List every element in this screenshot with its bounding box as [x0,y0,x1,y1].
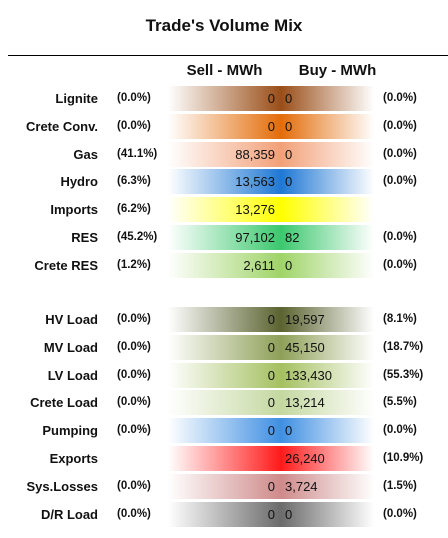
buy-value-cell: 133,430 [281,362,374,388]
sell-value-cell: 0 [168,362,281,388]
buy-percent: (10.9%) [383,452,424,464]
sell-percent: (0.0%) [117,340,151,353]
sell-percent: (41.1%) [117,147,158,160]
buy-percent: (0.0%) [383,507,417,520]
sell-value-cell: 2,611 [168,252,281,278]
buy-value-cell: 0 [281,141,374,167]
sell-percent: (0.0%) [117,507,151,520]
table-row: D/R Load (0.0%) 0 0 (0.0%) [0,501,448,528]
buy-percent: (0.0%) [383,424,417,437]
sell-value-cell: 97,102 [168,225,281,250]
table-row: Lignite (0.0%) 0 0 (0.0%) [0,85,448,112]
sell-value-cell: 0 [168,113,281,139]
row-label: HV Load [45,312,98,327]
sell-percent: (6.2%) [117,203,151,216]
buy-value-cell: 0 [281,113,374,139]
sell-value-cell: 13,563 [168,169,281,195]
row-label: Crete RES [34,257,98,273]
sell-value-cell: 0 [168,418,281,444]
title-divider [8,55,448,56]
row-label: Crete Load [30,395,98,411]
buy-value-cell: 0 [281,252,374,278]
buy-value-cell: 3,724 [281,473,374,499]
buy-value-cell: 19,597 [281,307,374,332]
table-row: MV Load (0.0%) 0 45,150 (18.7%) [0,334,448,361]
buy-column-header: Buy - MWh [298,62,377,79]
row-label: LV Load [47,367,98,383]
sell-value-cell: 0 [168,473,281,499]
buy-value-cell [281,197,374,223]
buy-percent: (0.0%) [383,231,417,243]
row-label: Sys.Losses [26,478,98,494]
sell-percent: (6.3%) [117,175,151,188]
sell-value-cell: 0 [168,307,281,332]
row-label: Hydro [60,174,98,190]
sell-value-cell: 0 [168,334,281,360]
sell-percent: (0.0%) [117,313,151,325]
sell-value-cell: 13,276 [168,197,281,223]
row-label: Exports [49,451,98,466]
sell-value-cell: 0 [168,86,281,111]
row-label: Gas [73,146,98,162]
table-row: Gas (41.1%) 88,359 0 (0.0%) [0,141,448,168]
sell-percent: (0.0%) [117,424,151,437]
buy-value-cell: 0 [281,501,374,527]
sell-value-cell: 88,359 [168,141,281,167]
buy-value-cell: 0 [281,418,374,444]
sell-percent: (0.0%) [117,119,151,132]
table-row: Crete RES (1.2%) 2,611 0 (0.0%) [0,252,448,279]
buy-percent: (1.5%) [383,479,417,492]
sell-percent: (1.2%) [117,258,151,271]
table-row: Exports 26,240 (10.9%) [0,445,448,472]
table-row: LV Load (0.0%) 0 133,430 (55.3%) [0,362,448,389]
row-label: Pumping [42,423,98,439]
row-label: D/R Load [40,506,98,522]
buy-value-cell: 45,150 [281,334,374,360]
row-label: Imports [50,202,98,218]
buy-value-cell: 26,240 [281,446,374,471]
table-row: Crete Load (0.0%) 0 13,214 (5.5%) [0,389,448,416]
table-row: Sys.Losses (0.0%) 0 3,724 (1.5%) [0,473,448,500]
buy-percent: (18.7%) [383,340,424,353]
sell-value-cell [168,446,281,471]
row-label: Crete Conv. [26,118,98,134]
sell-percent: (45.2%) [117,231,158,243]
buy-percent: (0.0%) [383,258,417,271]
buy-percent: (0.0%) [383,92,417,104]
sell-column-header: Sell - MWh [186,62,263,79]
sell-value-cell: 0 [168,501,281,527]
buy-percent: (5.5%) [383,396,417,409]
sell-percent: (0.0%) [117,396,151,409]
buy-percent: (0.0%) [383,175,417,188]
sell-percent: (0.0%) [117,368,151,381]
sell-percent: (0.0%) [117,92,151,104]
buy-value-cell: 0 [281,169,374,195]
row-label: MV Load [43,339,98,355]
table-row: Imports (6.2%) 13,276 [0,196,448,223]
buy-percent: (8.1%) [383,313,417,325]
buy-percent: (55.3%) [383,368,424,381]
table-row: Crete Conv. (0.0%) 0 0 (0.0%) [0,113,448,140]
buy-percent: (0.0%) [383,147,417,160]
buy-value-cell: 82 [281,225,374,250]
buy-value-cell: 0 [281,86,374,111]
row-label: Lignite [55,91,98,106]
buy-percent: (0.0%) [383,119,417,132]
buy-value-cell: 13,214 [281,390,374,416]
table-row: RES (45.2%) 97,102 82 (0.0%) [0,224,448,251]
table-row: HV Load (0.0%) 0 19,597 (8.1%) [0,306,448,333]
table-row: Hydro (6.3%) 13,563 0 (0.0%) [0,168,448,195]
row-label: RES [71,230,98,245]
table-row: Pumping (0.0%) 0 0 (0.0%) [0,417,448,444]
sell-value-cell: 0 [168,390,281,416]
sell-percent: (0.0%) [117,479,151,492]
chart-title: Trade's Volume Mix [145,16,303,35]
